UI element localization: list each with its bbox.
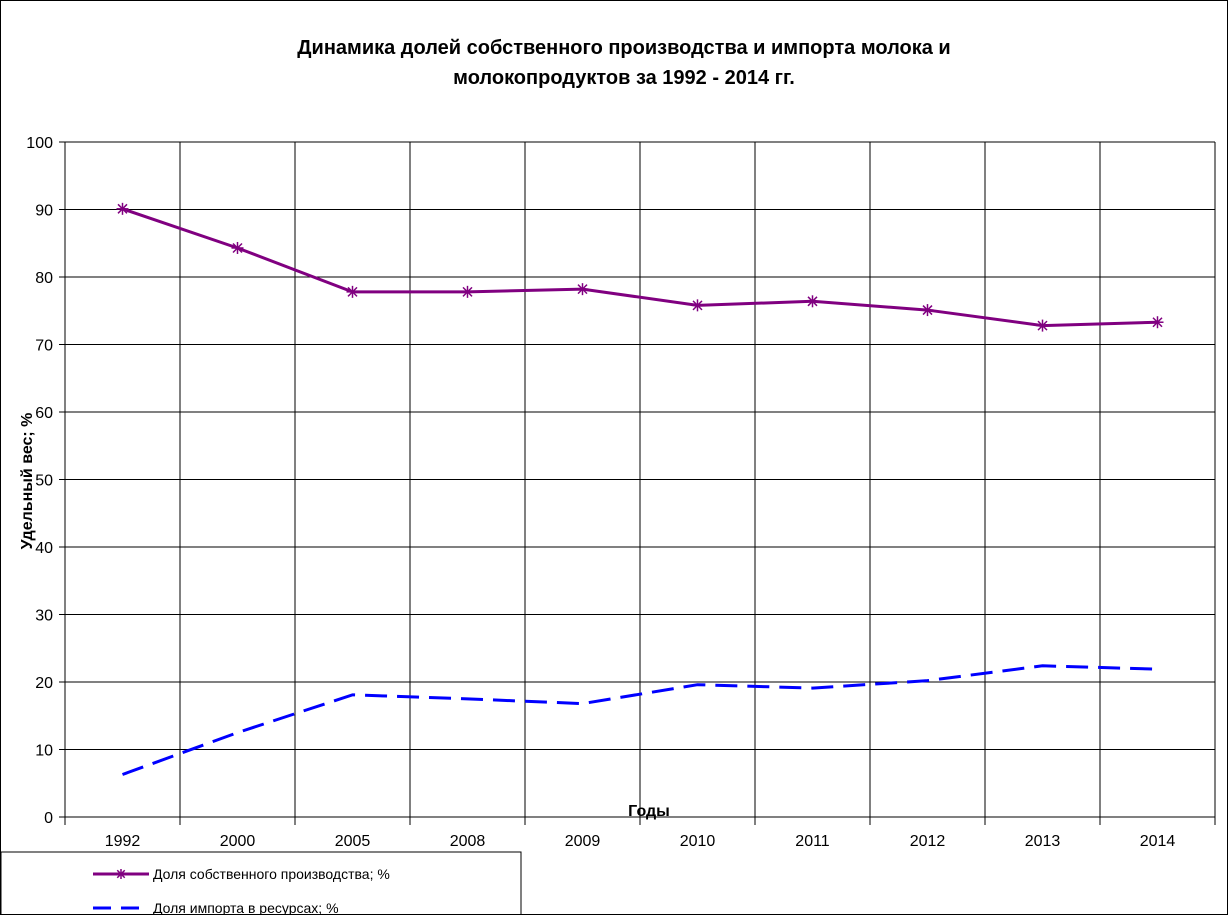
legend-item-2: Доля импорта в ресурсах; % (93, 900, 339, 915)
x-tick-label: 2012 (910, 833, 946, 850)
y-axis-tick-labels: 0 10 20 30 40 50 60 70 80 90 100 (26, 135, 53, 827)
data-point (461, 285, 474, 298)
legend-box (0, 851, 522, 915)
x-tick-label: 2011 (795, 833, 830, 850)
marker-stroke (1037, 320, 1048, 331)
marker-stroke (462, 286, 473, 297)
x-tick-label: 2005 (335, 833, 371, 850)
data-point (1036, 319, 1049, 332)
x-axis-label: Годы (628, 803, 670, 820)
y-tick-label: 80 (35, 270, 53, 287)
x-tick-label: 1992 (105, 833, 141, 850)
data-point (691, 299, 704, 312)
legend-label: Доля импорта в ресурсах; % (153, 900, 339, 914)
x-axis-tick-labels: 1992 2000 2005 2008 2009 2010 2011 2012 2013 2014 (105, 833, 1176, 850)
marker-stroke (922, 305, 933, 316)
series-line-1 (122, 207, 1158, 328)
series-line-2 (121, 664, 1158, 776)
y-tick-label: 90 (35, 203, 53, 220)
chart-title-line-2: молокопродуктов за 1992 - 2014 гг. (453, 67, 795, 89)
y-axis-label: Удельный вес; % (19, 413, 36, 550)
chart-title-line-1: Динамика долей собственного производства… (297, 37, 950, 59)
y-tick-label: 20 (35, 675, 53, 692)
y-tick-label: 70 (35, 338, 53, 355)
y-tick-label: 60 (35, 405, 53, 422)
marker-stroke (347, 286, 358, 297)
marker-stroke (692, 300, 703, 311)
data-point (576, 283, 589, 296)
data-point (346, 285, 359, 298)
chart-title: Динамика долей собственного производства… (297, 37, 950, 89)
marker-stroke (577, 284, 588, 295)
y-tick-label: 0 (44, 810, 53, 827)
data-point (806, 295, 819, 308)
x-tick-label: 2009 (565, 833, 601, 850)
x-tick-label: 2008 (450, 833, 486, 850)
marker-stroke (232, 242, 243, 254)
data-point (1151, 316, 1164, 329)
y-tick-label: 40 (35, 540, 53, 557)
data-series (116, 202, 1164, 776)
y-tick-label: 30 (35, 608, 53, 625)
legend: Доля собственного производства; % Доля им… (0, 851, 522, 915)
marker-stroke (1152, 317, 1163, 328)
x-tick-label: 2010 (680, 833, 716, 850)
grid-lines (59, 141, 1216, 825)
x-tick-label: 2000 (220, 833, 256, 850)
marker-stroke (807, 296, 818, 307)
y-tick-label: 100 (26, 135, 53, 152)
y-tick-label: 10 (35, 743, 53, 760)
legend-marker-stroke (116, 869, 126, 879)
y-tick-label: 50 (35, 473, 53, 490)
legend-item-1: Доля собственного производства; % (93, 866, 390, 882)
marker-stroke (117, 203, 128, 214)
x-tick-label: 2013 (1025, 833, 1061, 850)
data-point (116, 202, 129, 215)
x-tick-label: 2014 (1140, 833, 1176, 850)
legend-label: Доля собственного производства; % (153, 866, 390, 882)
data-point (921, 304, 934, 317)
data-point (231, 241, 244, 254)
